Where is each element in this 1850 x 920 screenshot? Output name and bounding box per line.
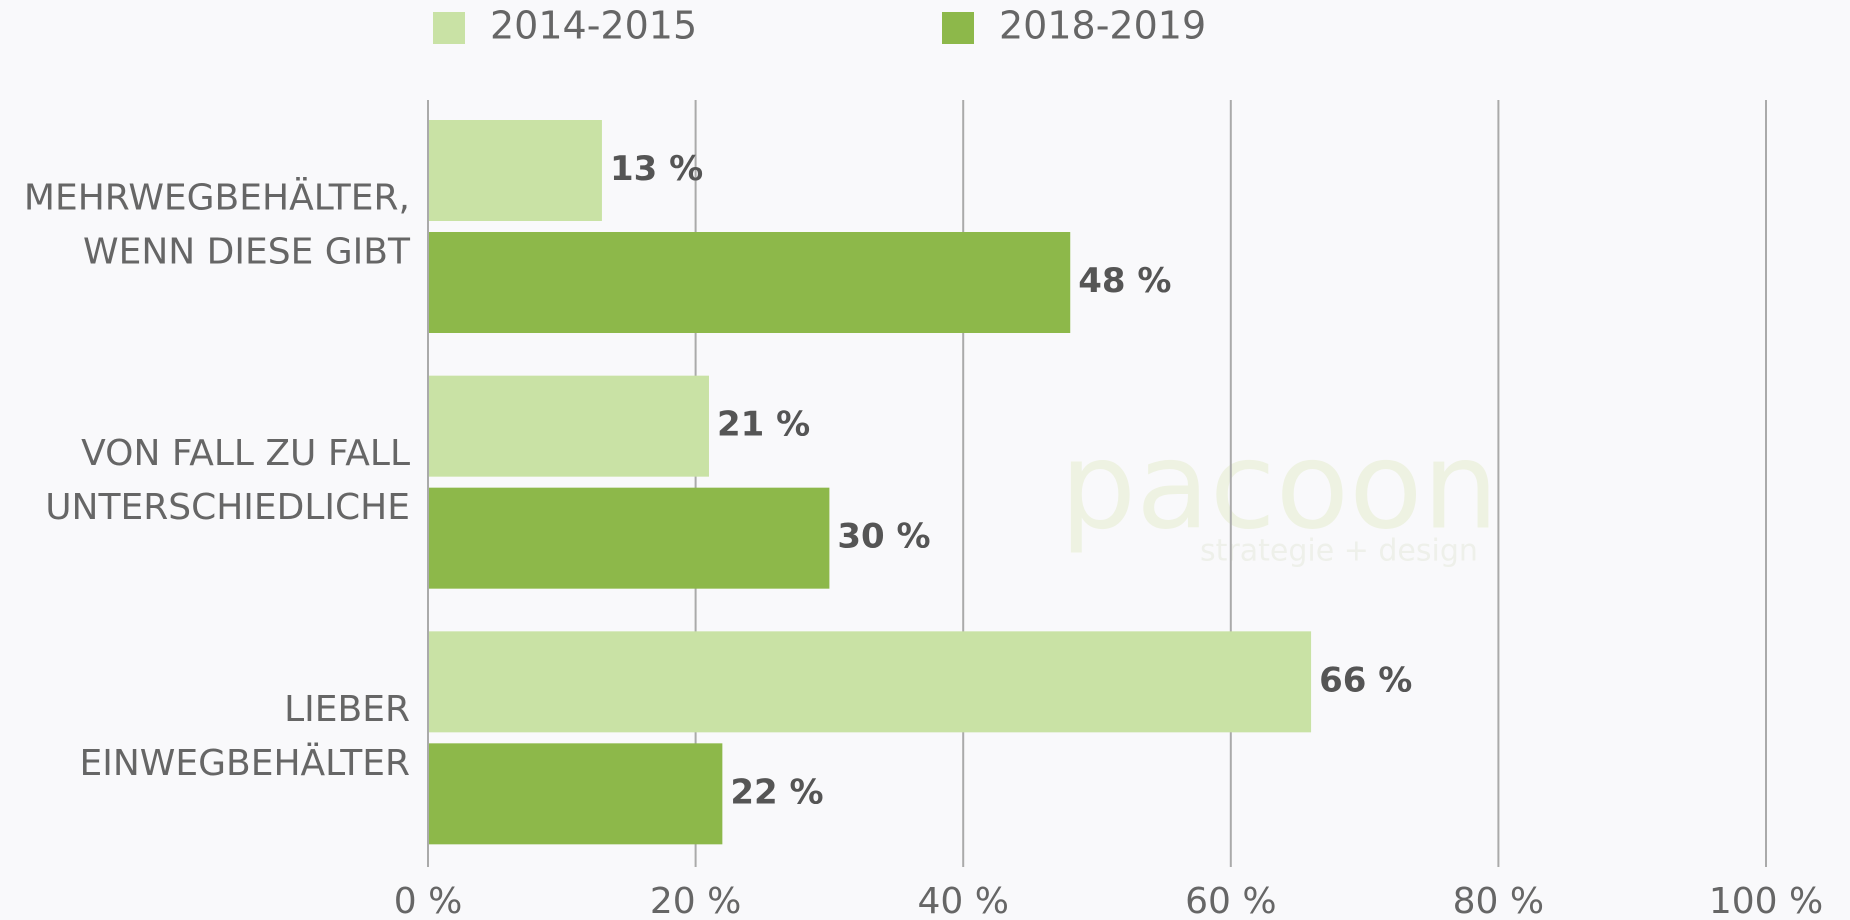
bar xyxy=(428,743,723,845)
legend-swatch xyxy=(942,12,974,44)
legend-label: 2014-2015 xyxy=(490,4,697,48)
bar xyxy=(428,487,830,589)
category-label: MEHRWEGBEHÄLTER, xyxy=(24,177,410,219)
value-label: 22 % xyxy=(730,772,823,812)
x-tick-label: 40 % xyxy=(917,881,1008,920)
value-label: 48 % xyxy=(1078,261,1171,301)
bar xyxy=(428,631,1312,733)
watermark: pacoon xyxy=(1060,418,1499,557)
bar xyxy=(428,232,1071,333)
category-label: EINWEGBEHÄLTER xyxy=(79,742,410,784)
bar xyxy=(428,375,709,477)
category-label: VON FALL ZU FALL xyxy=(81,433,410,474)
x-tick-label: 0 % xyxy=(394,881,463,920)
watermark-sub: strategie + design xyxy=(1200,534,1478,569)
category-label: LIEBER xyxy=(284,689,410,730)
x-tick-label: 80 % xyxy=(1453,881,1544,920)
x-tick-label: 20 % xyxy=(650,881,741,920)
value-label: 21 % xyxy=(717,405,810,445)
x-tick-label: 60 % xyxy=(1185,881,1276,920)
category-label: UNTERSCHIEDLICHE xyxy=(45,487,410,528)
value-label: 13 % xyxy=(610,149,703,189)
value-label: 30 % xyxy=(837,517,930,557)
x-tick-label: 100 % xyxy=(1709,881,1823,920)
legend-label: 2018-2019 xyxy=(999,4,1206,48)
bar xyxy=(428,120,602,221)
category-label: WENN DIESE GIBT xyxy=(83,232,411,273)
legend-swatch xyxy=(433,12,465,44)
value-label: 66 % xyxy=(1319,660,1412,700)
